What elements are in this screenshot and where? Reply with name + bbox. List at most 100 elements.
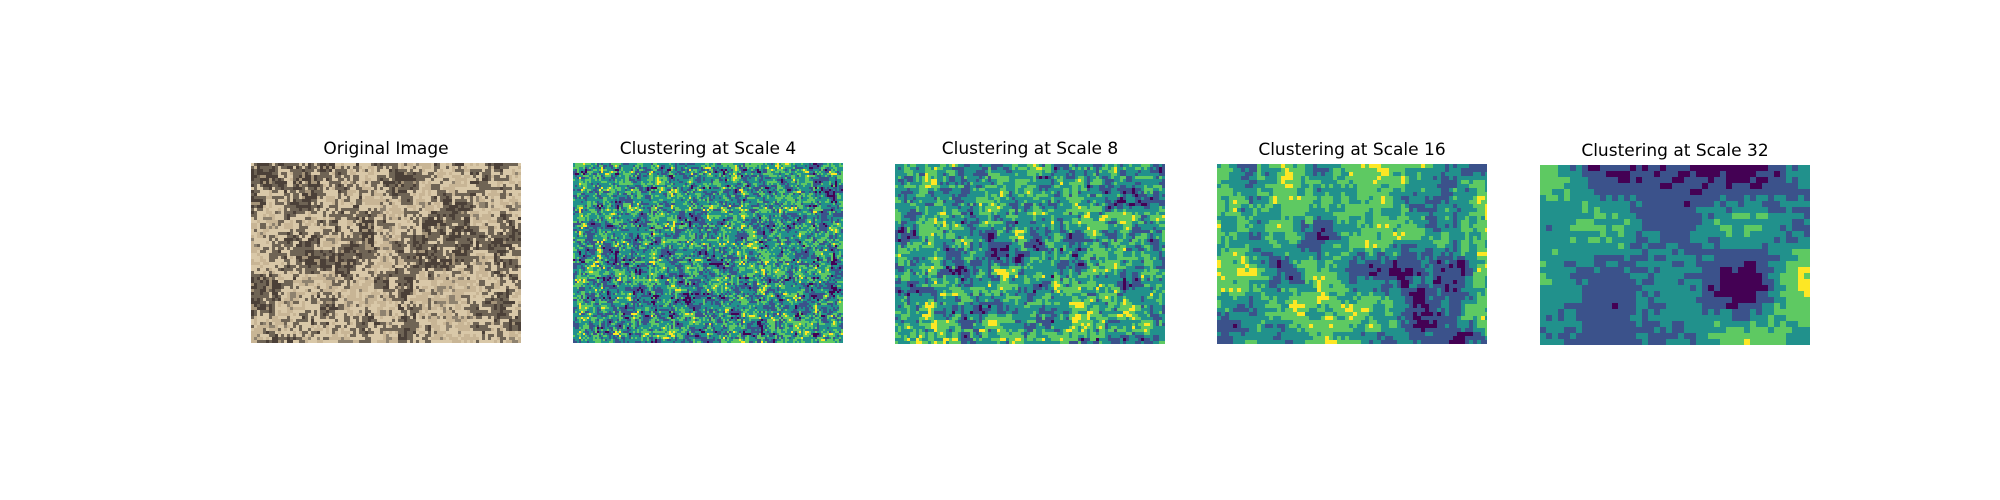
photo-texture-cell bbox=[368, 325, 372, 329]
photo-texture-cell bbox=[263, 220, 267, 224]
photo-texture-cell bbox=[305, 229, 309, 233]
photo-texture-cell bbox=[437, 313, 441, 317]
photo-texture-cell bbox=[347, 217, 351, 221]
photo-texture-cell bbox=[518, 178, 521, 182]
photo-texture-cell bbox=[290, 232, 294, 236]
photo-texture-cell bbox=[476, 259, 480, 263]
photo-texture-cell bbox=[485, 307, 489, 311]
photo-texture-cell bbox=[494, 178, 498, 182]
photo-texture-cell bbox=[260, 247, 264, 251]
photo-texture-cell bbox=[416, 301, 420, 305]
photo-texture-cell bbox=[308, 211, 312, 215]
photo-texture-cell bbox=[353, 217, 357, 221]
photo-texture-cell bbox=[458, 247, 462, 251]
photo-texture-cell bbox=[389, 310, 393, 314]
photo-texture-cell bbox=[461, 316, 465, 320]
photo-texture-cell bbox=[449, 289, 453, 293]
photo-texture-cell bbox=[473, 286, 477, 290]
photo-texture-cell bbox=[431, 316, 435, 320]
photo-texture-cell bbox=[359, 217, 363, 221]
photo-texture-cell bbox=[518, 316, 521, 320]
photo-texture-cell bbox=[347, 295, 351, 299]
photo-texture-cell bbox=[284, 226, 288, 230]
photo-texture-cell bbox=[293, 310, 297, 314]
photo-texture-cell bbox=[359, 277, 363, 281]
photo-texture-cell bbox=[515, 196, 519, 200]
photo-texture-cell bbox=[293, 271, 297, 275]
photo-texture-cell bbox=[263, 307, 267, 311]
photo-texture-cell bbox=[488, 214, 492, 218]
photo-texture-cell bbox=[332, 307, 336, 311]
photo-texture-cell bbox=[284, 193, 288, 197]
photo-texture-cell bbox=[290, 199, 294, 203]
photo-texture-cell bbox=[506, 253, 510, 257]
photo-texture-cell bbox=[269, 244, 273, 248]
photo-texture-cell bbox=[257, 196, 261, 200]
photo-texture-cell bbox=[452, 256, 456, 260]
photo-texture-cell bbox=[311, 274, 315, 278]
photo-texture-cell bbox=[440, 184, 444, 188]
photo-texture-cell bbox=[464, 289, 468, 293]
photo-texture-cell bbox=[353, 271, 357, 275]
photo-texture-cell bbox=[353, 247, 357, 251]
photo-texture-cell bbox=[488, 208, 492, 212]
photo-texture-cell bbox=[368, 289, 372, 293]
photo-texture-cell bbox=[356, 295, 360, 299]
photo-texture-cell bbox=[434, 259, 438, 263]
photo-texture-cell bbox=[476, 199, 480, 203]
photo-texture-cell bbox=[422, 172, 426, 176]
photo-texture-cell bbox=[482, 256, 486, 260]
photo-texture-cell bbox=[347, 328, 351, 332]
photo-texture-cell bbox=[269, 175, 273, 179]
photo-texture-cell bbox=[416, 286, 420, 290]
photo-texture-cell bbox=[509, 304, 513, 308]
photo-texture-cell bbox=[458, 316, 462, 320]
photo-texture-cell bbox=[290, 163, 294, 167]
photo-texture-cell bbox=[395, 226, 399, 230]
photo-texture-cell bbox=[449, 187, 453, 191]
photo-texture-cell bbox=[353, 277, 357, 281]
photo-texture-cell bbox=[482, 193, 486, 197]
photo-texture-cell bbox=[443, 235, 447, 239]
photo-texture-cell bbox=[437, 247, 441, 251]
photo-texture-cell bbox=[257, 298, 261, 302]
photo-texture-cell bbox=[392, 217, 396, 221]
photo-texture-cell bbox=[356, 274, 360, 278]
photo-texture-cell bbox=[323, 262, 327, 266]
photo-texture-cell bbox=[431, 304, 435, 308]
photo-texture-cell bbox=[347, 208, 351, 212]
photo-texture-cell bbox=[308, 199, 312, 203]
photo-texture-cell bbox=[434, 325, 438, 329]
photo-texture-cell bbox=[317, 271, 321, 275]
photo-texture-cell bbox=[284, 172, 288, 176]
photo-texture-cell bbox=[398, 271, 402, 275]
photo-texture-cell bbox=[395, 274, 399, 278]
photo-texture-cell bbox=[350, 190, 354, 194]
photo-texture-cell bbox=[272, 229, 276, 233]
photo-texture-cell bbox=[287, 202, 291, 206]
photo-texture-cell bbox=[491, 256, 495, 260]
photo-texture-cell bbox=[389, 220, 393, 224]
photo-texture-cell bbox=[407, 175, 411, 179]
photo-texture-cell bbox=[302, 226, 306, 230]
photo-texture-cell bbox=[431, 274, 435, 278]
photo-texture-cell bbox=[362, 205, 366, 209]
photo-texture-cell bbox=[365, 232, 369, 236]
photo-texture-cell bbox=[461, 310, 465, 314]
photo-texture-cell bbox=[389, 325, 393, 329]
photo-texture-cell bbox=[446, 325, 450, 329]
photo-texture-cell bbox=[395, 235, 399, 239]
photo-texture-cell bbox=[482, 226, 486, 230]
photo-texture-cell bbox=[494, 172, 498, 176]
photo-texture-cell bbox=[470, 184, 474, 188]
photo-texture-cell bbox=[404, 283, 408, 287]
photo-texture-cell bbox=[428, 289, 432, 293]
photo-texture-cell bbox=[428, 298, 432, 302]
photo-texture-cell bbox=[464, 211, 468, 215]
photo-texture-cell bbox=[371, 268, 375, 272]
photo-texture-cell bbox=[518, 202, 521, 206]
photo-texture-cell bbox=[473, 187, 477, 191]
photo-texture-cell bbox=[251, 238, 255, 242]
photo-texture-cell bbox=[317, 310, 321, 314]
photo-texture-cell bbox=[320, 208, 324, 212]
